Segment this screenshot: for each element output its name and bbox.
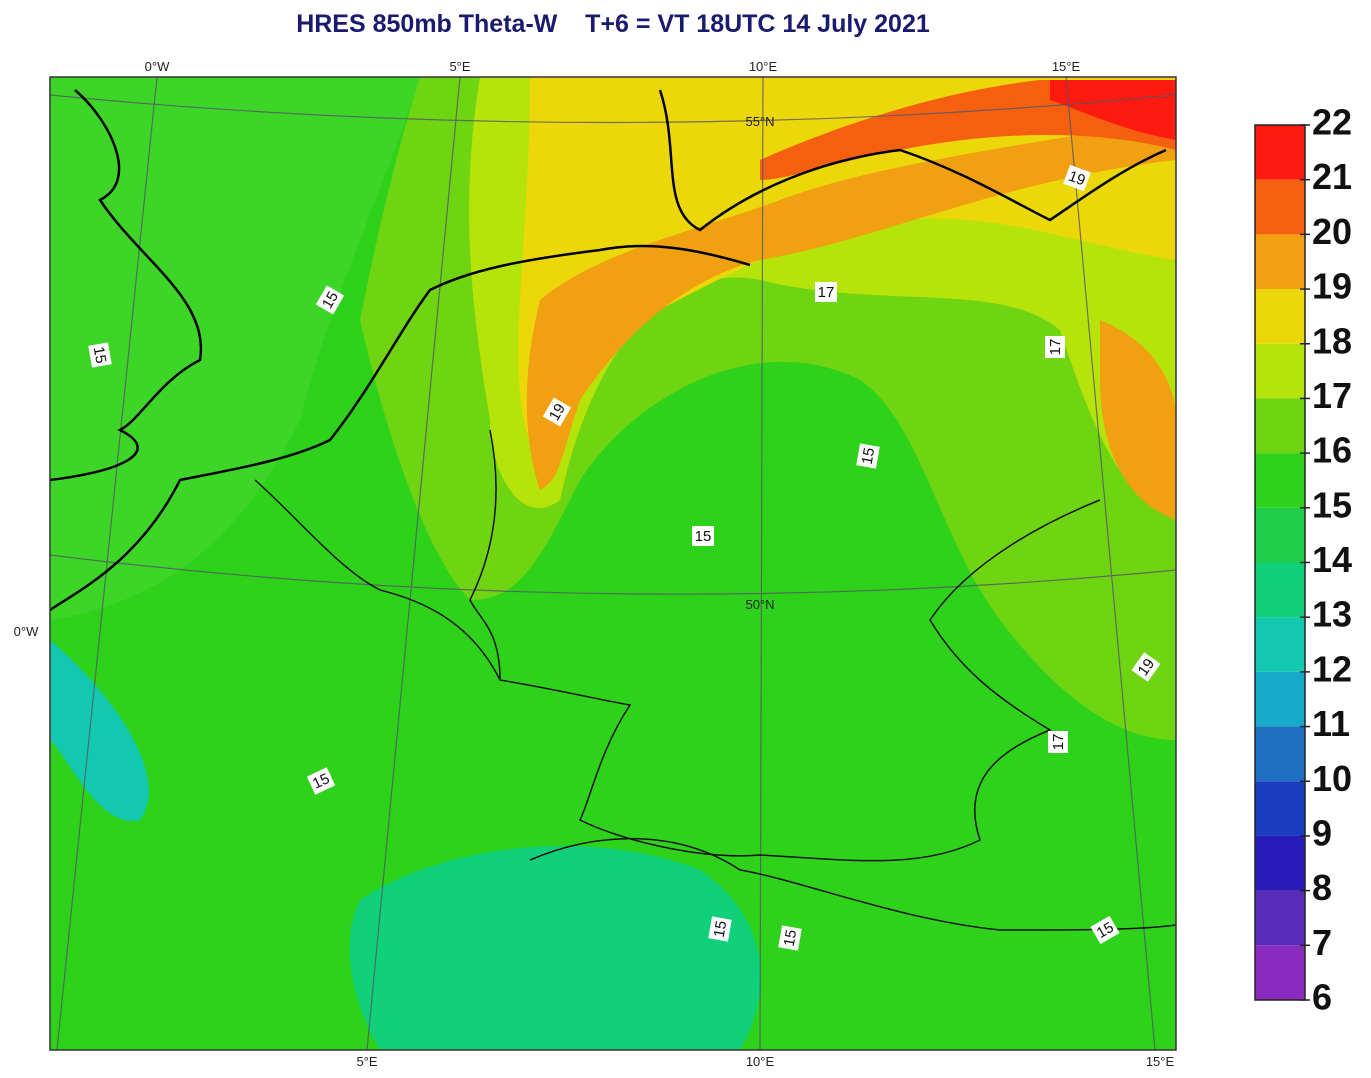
colorbar-tick-label: 20 (1312, 211, 1352, 252)
field-area (526, 120, 1176, 490)
graticule-label: 5°E (449, 59, 470, 74)
map-frame (49, 76, 1177, 1051)
coastlines (50, 89, 1167, 612)
colorbar-segment (1255, 945, 1305, 1000)
contour-label-text: 15 (695, 528, 712, 545)
graticule-label: 15°E (1052, 59, 1081, 74)
contour-label-text: 19 (1066, 168, 1087, 190)
contour-label-box (1090, 915, 1120, 945)
graticule-label: 5°E (356, 1054, 377, 1069)
colorbar-segment (1255, 125, 1305, 180)
map (49, 76, 1177, 1051)
contour-label: 15 (708, 916, 732, 942)
colorbar-segment (1255, 179, 1305, 235)
colorbar-segment (1255, 562, 1305, 618)
contour-label: 15 (315, 285, 345, 315)
contour-label-box (1063, 164, 1091, 192)
colorbar-tick-label: 19 (1312, 266, 1352, 307)
contour-label-box (1131, 652, 1161, 682)
colorbar-tick-label: 7 (1312, 922, 1332, 963)
contour-label-text: 15 (310, 770, 332, 792)
contour-label-text: 17 (818, 284, 835, 301)
contour-label-text: 17 (1050, 734, 1067, 751)
colorbar-tick-label: 6 (1312, 977, 1332, 1018)
colorbar-segment (1255, 453, 1305, 508)
field-area (1100, 320, 1176, 520)
contour-label: 17 (815, 282, 837, 302)
contour-label: 15 (856, 443, 880, 469)
colorbar-segment (1255, 835, 1305, 891)
contour-label: 19 (542, 397, 572, 427)
contour-label-text: 15 (1094, 919, 1117, 942)
colorbar-tick-label: 14 (1312, 539, 1352, 580)
contour-label-box (306, 767, 336, 795)
colorbar-tick-label: 9 (1312, 812, 1332, 853)
contour-label: 19 (1131, 652, 1161, 682)
graticule-label: 50°N (745, 597, 774, 612)
contour-label-box (692, 526, 714, 546)
contour-label-box (708, 916, 732, 942)
colorbar-tick-label: 13 (1312, 594, 1352, 635)
colorbar-tick-label: 15 (1312, 484, 1352, 525)
colorbar-tick-label: 11 (1312, 703, 1350, 744)
colorbar-tick-label: 10 (1312, 758, 1352, 799)
graticule-label: 55°N (745, 114, 774, 129)
colorbar-tick-label: 12 (1312, 648, 1352, 689)
contour-label-box (542, 397, 572, 427)
contour-label-box (88, 342, 112, 368)
graticule-label: 0°W (14, 624, 39, 639)
contour-label: 17 (1045, 336, 1065, 358)
contour-label-text: 15 (859, 446, 879, 465)
contour-label: 15 (306, 767, 336, 795)
colorbar-segment (1255, 890, 1305, 946)
contour-label: 15 (1090, 915, 1120, 945)
contour-label-text: 17 (1047, 339, 1064, 356)
colorbar-tick-label: 22 (1312, 102, 1352, 143)
field-area (349, 846, 761, 1050)
graticule (50, 77, 1176, 1050)
colorbar-segment (1255, 781, 1305, 836)
field-area (1050, 80, 1176, 140)
contour-label-text: 15 (319, 289, 342, 312)
colorbar-segment (1255, 671, 1305, 727)
colorbar-tick-label: 21 (1312, 156, 1352, 197)
contour-label-box (315, 285, 345, 315)
contour-label-box (1045, 336, 1065, 358)
contour-label-text: 19 (1135, 656, 1158, 679)
colorbar-tick-label: 16 (1312, 430, 1352, 471)
contour-label: 15 (692, 526, 714, 546)
contour-label: 19 (1063, 164, 1091, 192)
contour-label-box (815, 282, 837, 302)
contour-label-text: 15 (711, 919, 731, 938)
contour-label-box (1048, 731, 1068, 753)
colorbar-segment (1255, 507, 1305, 563)
colorbar-segment (1255, 726, 1305, 782)
contour-label-box (856, 443, 880, 469)
graticule-label: 0°W (145, 59, 170, 74)
colorbar-segment (1255, 234, 1305, 290)
contour-label: 15 (88, 342, 112, 368)
colorbar-segment (1255, 343, 1305, 399)
graticule-label: 15°E (1146, 1054, 1175, 1069)
graticule-label: 10°E (749, 59, 778, 74)
colorbar-segment (1255, 617, 1305, 672)
colorbar-tick-label: 18 (1312, 320, 1352, 361)
contour-label: 17 (1048, 731, 1068, 753)
contour-label: 15 (778, 925, 802, 951)
title: HRES 850mb Theta-W T+6 = VT 18UTC 14 Jul… (296, 10, 930, 38)
colorbar-tick-label: 8 (1312, 867, 1332, 908)
colorbar-tick-label: 17 (1312, 375, 1352, 416)
contour-label-text: 15 (781, 928, 801, 947)
contour-label-text: 19 (546, 401, 569, 424)
field-area (50, 640, 149, 821)
contour-label-box (778, 925, 802, 951)
colorbar-segment (1255, 289, 1305, 344)
contour-label-text: 15 (90, 345, 110, 364)
graticule-label: 10°E (746, 1054, 775, 1069)
colorbar-segment (1255, 398, 1305, 454)
